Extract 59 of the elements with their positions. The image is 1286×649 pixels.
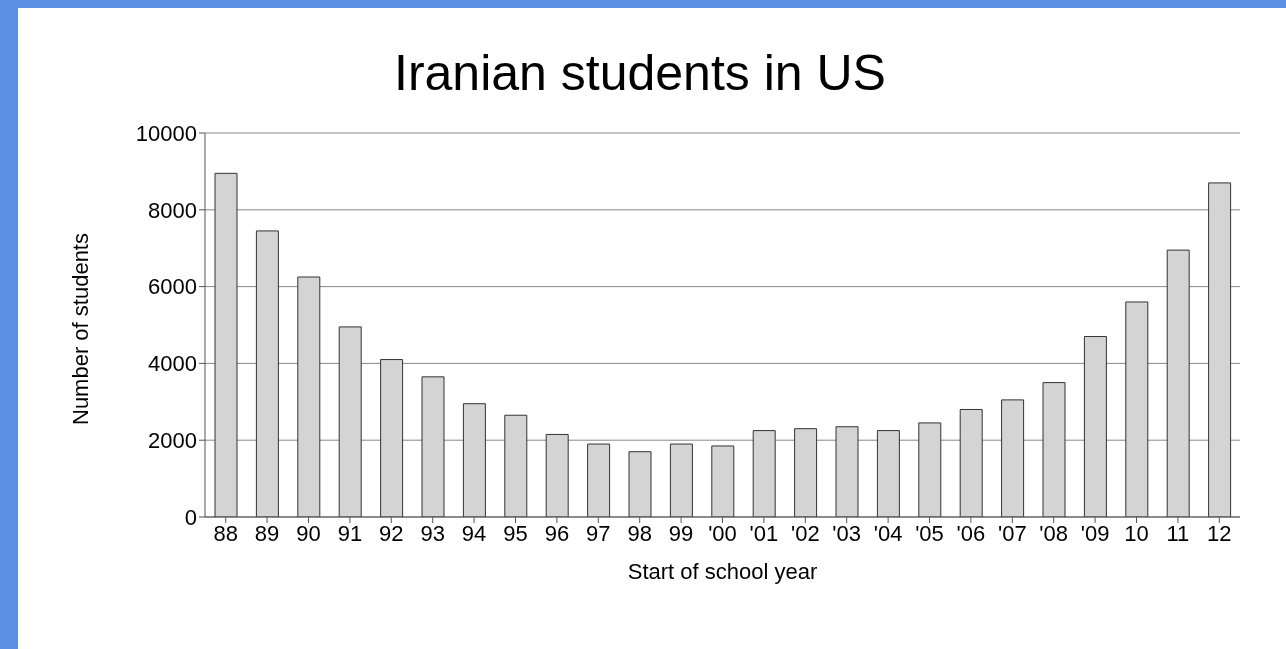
x-tick-label: 89 (254, 520, 280, 546)
bar (794, 428, 818, 517)
x-tick-label: 96 (544, 520, 570, 546)
bar (462, 403, 486, 517)
x-tick-label: 88 (213, 520, 238, 546)
x-tick-label: '04 (873, 520, 903, 546)
x-tick-label: 90 (296, 520, 321, 546)
x-tick-label: 99 (668, 520, 694, 546)
bar (214, 172, 238, 517)
x-tick-label: '01 (749, 520, 779, 546)
x-tick-label: 91 (337, 520, 363, 546)
bar (297, 276, 321, 517)
y-tick-label: 4000 (148, 351, 197, 377)
bar (1166, 249, 1190, 517)
y-tick-label: 10000 (135, 120, 197, 146)
y-axis-title: Number of students (67, 233, 93, 425)
x-tick-label: '09 (1080, 520, 1110, 546)
bar (752, 430, 776, 517)
bar (545, 433, 569, 517)
bar (504, 414, 528, 517)
x-tick-label: '03 (832, 520, 862, 546)
x-tick-label: 12 (1207, 520, 1232, 546)
bar (876, 430, 900, 517)
bar (1125, 301, 1149, 517)
bar (587, 443, 611, 517)
x-tick-label: 98 (627, 520, 652, 546)
x-tick-label: '00 (708, 520, 737, 546)
bar (255, 230, 279, 517)
chart-title: Iranian students in US (394, 45, 886, 101)
y-tick-label: 8000 (148, 197, 197, 223)
x-tick-label: '05 (915, 520, 944, 546)
bar (1001, 399, 1025, 517)
x-tick-label: 11 (1166, 520, 1190, 546)
x-tick-label: '06 (956, 520, 986, 546)
x-tick-label: '02 (790, 520, 820, 546)
bar (835, 426, 859, 517)
x-tick-label: 97 (586, 520, 611, 546)
bar (669, 443, 693, 517)
x-axis-title: Start of school year (627, 559, 818, 584)
x-tick-label: 92 (379, 520, 404, 546)
x-tick-label: '08 (1039, 520, 1069, 546)
bar (918, 422, 942, 517)
bar (1042, 382, 1066, 517)
bar (421, 376, 445, 517)
bar (1208, 182, 1232, 517)
x-tick-label: 95 (503, 520, 528, 546)
y-tick-label: 0 (184, 504, 197, 530)
bar (1083, 336, 1107, 517)
y-tick-label: 6000 (148, 274, 197, 300)
bar (628, 451, 652, 517)
y-tick-label: 2000 (148, 428, 197, 454)
x-tick-label: 94 (461, 520, 487, 546)
bar (959, 408, 983, 517)
x-tick-label: 93 (420, 520, 445, 546)
x-tick-label: '07 (997, 520, 1027, 546)
x-tick-label: 10 (1124, 520, 1149, 546)
bar (380, 359, 404, 517)
bar (338, 326, 362, 517)
bar (711, 445, 735, 517)
